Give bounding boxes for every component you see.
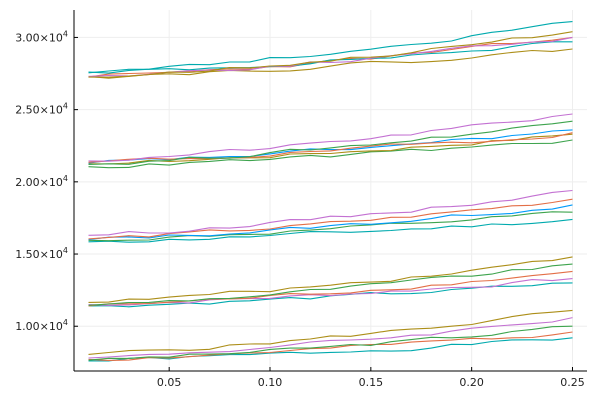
series-line [88, 218, 573, 243]
y-tick-label: 2.00×104 [15, 174, 68, 189]
series-line [88, 48, 573, 79]
series-line [88, 139, 573, 169]
series-line [88, 325, 573, 361]
series-line [88, 204, 573, 241]
series-line [88, 211, 573, 242]
series-line [88, 113, 573, 162]
series-line [88, 309, 573, 355]
series-line [88, 198, 573, 240]
y-tick-label: 1.50×104 [15, 246, 68, 261]
series-line [88, 31, 573, 78]
series-line [88, 337, 573, 362]
y-tick-label: 1.00×104 [15, 318, 68, 333]
x-tick-label: 0.05 [157, 376, 182, 389]
series-line [88, 256, 573, 303]
x-tick-label: 0.15 [359, 376, 384, 389]
series-lines [88, 21, 573, 362]
y-tick-label: 3.00×104 [15, 29, 68, 44]
series-line [88, 189, 573, 236]
y-tick-label: 2.50×104 [15, 102, 68, 117]
series-line [88, 129, 573, 164]
series-line [88, 133, 573, 165]
x-tick-label: 0.20 [459, 376, 484, 389]
axes [73, 10, 587, 372]
series-line [88, 21, 573, 74]
series-line [88, 132, 573, 163]
series-line [88, 331, 573, 361]
series-line [88, 41, 573, 74]
series-line [88, 270, 573, 307]
series-line [88, 317, 573, 359]
series-line [88, 263, 573, 306]
x-tick-labels: 0.05 0.10 0.15 0.20 0.25 [157, 376, 585, 389]
x-tick-label: 0.25 [560, 376, 585, 389]
y-tick-labels: 1.00×104 1.50×104 2.00×104 2.50×104 3.00×104 [15, 29, 68, 333]
series-line [88, 120, 573, 166]
x-tick-label: 0.10 [258, 376, 283, 389]
series-line [88, 36, 573, 78]
